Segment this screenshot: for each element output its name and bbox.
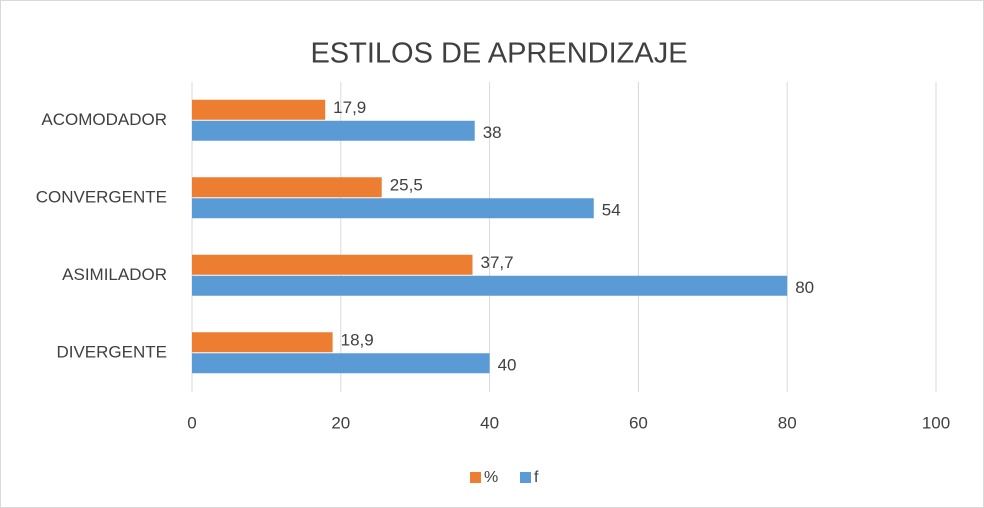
bar — [192, 198, 594, 219]
legend-label: f — [534, 469, 539, 486]
bar — [192, 254, 473, 275]
data-label: 80 — [795, 278, 814, 297]
legend-swatch — [470, 472, 481, 483]
x-tick-label: 80 — [778, 413, 797, 432]
legend-label: % — [484, 469, 498, 486]
x-tick-label: 0 — [187, 413, 196, 432]
bar — [192, 177, 382, 198]
data-label: 40 — [498, 356, 517, 375]
x-tick-label: 20 — [331, 413, 350, 432]
data-label: 37,7 — [480, 253, 513, 272]
bar — [192, 332, 333, 353]
y-tick-label: CONVERGENTE — [36, 188, 167, 207]
y-tick-label: DIVERGENTE — [56, 343, 167, 362]
data-label: 54 — [602, 201, 621, 220]
data-label: 18,9 — [341, 331, 374, 350]
bar — [192, 99, 326, 120]
bar — [192, 120, 475, 141]
legend-swatch — [520, 472, 531, 483]
chart-title: ESTILOS DE APRENDIZAJE — [310, 38, 687, 70]
bar — [192, 275, 788, 296]
y-tick-label: ASIMILADOR — [62, 265, 167, 284]
bar — [192, 353, 490, 374]
data-label: 25,5 — [390, 176, 423, 195]
data-label: 38 — [483, 123, 502, 142]
x-tick-label: 100 — [922, 413, 950, 432]
data-label: 17,9 — [333, 98, 366, 117]
x-tick-label: 40 — [480, 413, 499, 432]
x-tick-label: 60 — [629, 413, 648, 432]
y-tick-label: ACOMODADOR — [41, 110, 167, 129]
